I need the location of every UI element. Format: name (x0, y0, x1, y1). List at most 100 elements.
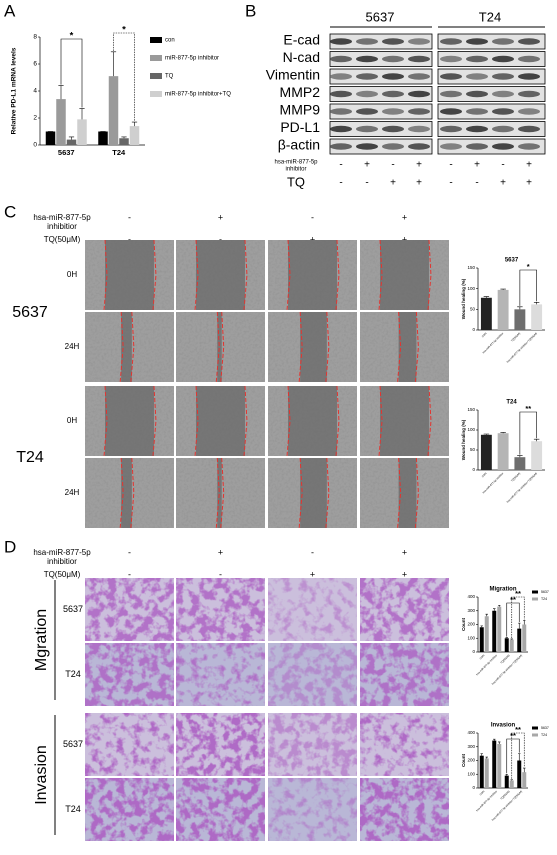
blot-band (356, 108, 378, 115)
wound-gap (105, 240, 154, 310)
bar (492, 610, 497, 652)
bar (531, 304, 543, 330)
bar (497, 744, 502, 788)
error-bar (485, 613, 488, 617)
legend-label: T24 (541, 597, 547, 601)
blot-band (408, 143, 430, 150)
legend-label: T24 (541, 733, 547, 737)
sign: + (218, 212, 223, 222)
blot-band (466, 108, 488, 115)
y-axis-label: Relative PD-L1 mRNA levels (11, 47, 18, 134)
bracket (113, 32, 135, 122)
y-tick-label: 0 (472, 649, 475, 654)
legend-swatch (150, 55, 162, 61)
blot-band (408, 38, 430, 45)
blot-band (518, 38, 540, 45)
wound-gap (121, 312, 132, 382)
cell-line-label: T24 (65, 669, 81, 679)
y-axis-label: Count (461, 618, 466, 631)
sign: + (526, 178, 532, 189)
micrograph-texture (268, 778, 357, 841)
legend-swatch (150, 73, 162, 79)
blot-band (492, 125, 514, 133)
cell-line-header: 5637 (366, 9, 395, 24)
sign: - (128, 547, 131, 557)
bracket (60, 38, 83, 108)
error-bar (68, 136, 75, 140)
bar (514, 457, 526, 470)
x-tick-label: TQ(50μM) (499, 653, 510, 664)
micrograph-texture (85, 643, 174, 706)
error-bar (500, 288, 506, 290)
y-tick-label: 300 (467, 744, 475, 749)
y-axis-label: Count (461, 754, 466, 767)
error-bar (131, 121, 138, 127)
bracket (519, 269, 537, 306)
blot-band (408, 55, 430, 63)
x-tick-label: TQ(50μM) (510, 331, 521, 342)
sign: - (449, 178, 452, 189)
x-tick-label: hsa-miR-877-5p inhibitor (475, 789, 498, 812)
bar (497, 606, 502, 652)
annotation: ** (525, 404, 531, 413)
sign: + (364, 160, 370, 171)
error-bar (498, 741, 501, 744)
y-tick-label: 100 (467, 771, 475, 776)
blot-band (492, 143, 514, 150)
annotation: ** (515, 589, 521, 598)
sign: + (402, 569, 407, 579)
blot-band (330, 108, 352, 115)
micrograph-texture (360, 778, 449, 841)
x-tick-label: hsa-miR-877-5p inhibitor (475, 653, 498, 676)
legend-swatch (532, 726, 538, 730)
y-tick-label: 150 (467, 407, 475, 412)
bar (517, 628, 522, 652)
blot-band (330, 143, 352, 150)
bar (522, 772, 527, 788)
sign: - (219, 234, 222, 244)
blot-band (440, 73, 462, 80)
error-bar (523, 767, 526, 773)
cell-line-label: T24 (16, 449, 44, 466)
blot-band (492, 108, 514, 115)
y-tick-label: 6 (33, 61, 37, 68)
panel-letter: B (245, 1, 256, 20)
sign: + (402, 547, 407, 557)
bar (129, 126, 140, 145)
y-tick-label: 0 (33, 142, 37, 149)
error-bar (480, 625, 483, 628)
treatment-label: inhibitor (285, 167, 306, 173)
protein-label: MMP2 (280, 84, 321, 100)
y-tick-label: 50 (470, 307, 476, 312)
blot-band (466, 90, 488, 98)
bracket (506, 738, 520, 774)
legend-swatch (532, 597, 538, 601)
bracket (511, 596, 525, 638)
blot-band (518, 125, 540, 133)
y-tick-label: 0 (472, 785, 475, 790)
blot-band (466, 73, 488, 80)
legend-label: miR-877-5p inhibitor (165, 56, 219, 62)
blot-strip (437, 33, 546, 50)
bar (514, 309, 526, 330)
y-tick-label: 100 (467, 635, 475, 640)
y-tick-label: 100 (467, 286, 475, 291)
sign: - (311, 547, 314, 557)
micrograph-texture (176, 778, 265, 841)
protein-label: N-cad (283, 49, 320, 65)
cell-line-header: T24 (479, 9, 501, 24)
bar (56, 99, 66, 145)
micrograph-texture (268, 643, 357, 706)
protein-label: Vimentin (266, 67, 320, 83)
sign: + (402, 212, 407, 222)
micrograph-texture (176, 643, 265, 706)
error-bar (533, 302, 540, 305)
sign: - (339, 178, 342, 189)
wound-gap (380, 240, 429, 310)
wound-gap (121, 458, 132, 528)
bracket (519, 411, 537, 455)
error-bar (523, 620, 526, 625)
y-tick-label: 8 (33, 34, 37, 41)
cell-line-label: 5637 (63, 739, 83, 749)
